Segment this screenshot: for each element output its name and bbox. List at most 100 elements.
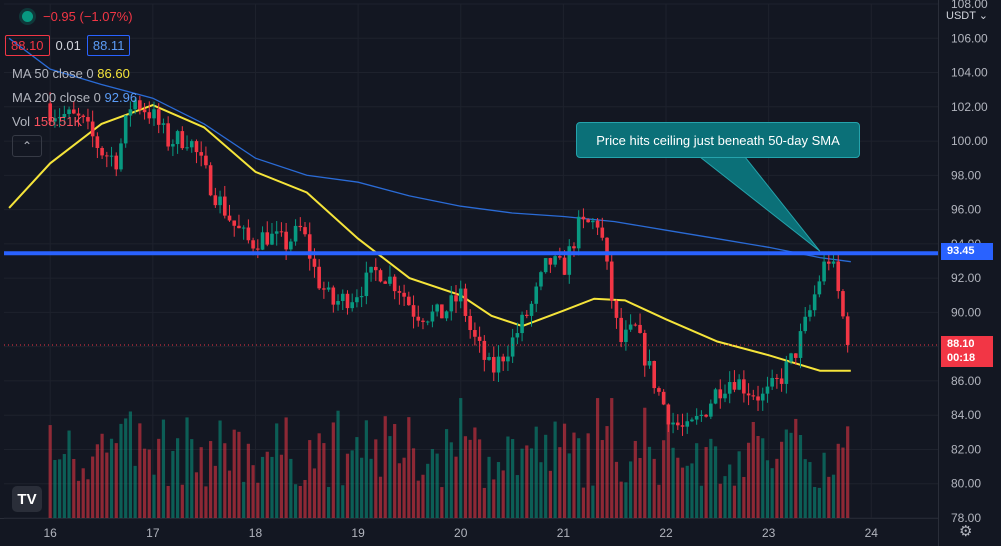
y-tick-label: 84.00 [951, 408, 981, 422]
x-tick-label: 17 [146, 526, 160, 540]
volume-bar [624, 482, 628, 518]
candle-body [723, 393, 727, 399]
volume-bar [676, 457, 680, 518]
currency-selector[interactable]: USDT ⌄ [946, 10, 989, 22]
candle-body [175, 131, 180, 145]
legend-volume[interactable]: Vol 158.51K [12, 114, 82, 129]
volume-bar [827, 476, 831, 518]
volume-bar [454, 456, 458, 518]
sma50-line [8, 104, 851, 372]
candle-body [727, 382, 732, 394]
candle-body [218, 196, 222, 206]
volume-bar [742, 476, 746, 518]
candle-body [227, 215, 232, 221]
gear-icon[interactable]: ⚙ [959, 523, 973, 540]
candle-body [435, 304, 439, 312]
candle-body [520, 314, 524, 334]
y-tick-label: 104.00 [951, 66, 988, 80]
sell-button[interactable]: 88.10 [5, 35, 50, 56]
candle-body [105, 155, 109, 157]
volume-bar [515, 475, 519, 518]
y-tick-label: 90.00 [951, 305, 981, 319]
candle-body [463, 288, 468, 316]
volume-bar [284, 417, 288, 518]
volume-bar [138, 423, 142, 518]
market-status-icon [22, 11, 33, 22]
candle-body [76, 113, 81, 116]
volume-bar [798, 434, 803, 518]
y-tick-label: 100.00 [951, 134, 988, 148]
volume-bar [709, 438, 713, 518]
volume-bar [610, 398, 614, 518]
tradingview-logo[interactable]: TV [12, 486, 42, 512]
y-tick-label: 96.00 [951, 203, 981, 217]
volume-bar [119, 423, 123, 518]
candle-body [709, 403, 713, 417]
candle-body [383, 281, 388, 284]
volume-bar [421, 474, 425, 518]
volume-bar [128, 411, 133, 518]
candle-body [48, 103, 52, 122]
candle-body [71, 109, 76, 114]
volume-bar [171, 450, 175, 518]
volume-bar [794, 418, 798, 518]
candle-body [199, 152, 203, 156]
candle-body [657, 388, 661, 392]
candle-body [161, 123, 166, 125]
legend-ma200[interactable]: MA 200 close 0 92.96 [12, 90, 137, 105]
volume-bar [364, 420, 368, 518]
volume-bar [846, 426, 850, 518]
volume-bar [836, 443, 840, 518]
candle-body [487, 357, 491, 360]
candle-body [836, 261, 841, 292]
candle-body [289, 241, 293, 250]
candle-body [317, 266, 321, 289]
quote-row: 88.10 0.01 88.11 [5, 35, 131, 56]
volume-bar [265, 451, 269, 518]
volume-bar [147, 449, 151, 518]
volume-bar [449, 442, 453, 518]
annotation-callout[interactable]: Price hits ceiling just beneath 50-day S… [576, 122, 860, 158]
candle-body [369, 266, 373, 273]
candle-body [119, 143, 123, 170]
candle-body [581, 216, 586, 220]
candle-body [232, 220, 237, 226]
candle-body [397, 291, 402, 293]
candle-body [572, 246, 576, 249]
candle-body [133, 100, 137, 110]
chevron-up-icon: ⌃ [21, 139, 33, 153]
candle-body [284, 231, 288, 250]
volume-bar [695, 443, 699, 518]
volume-bar [242, 481, 246, 518]
candle-body [194, 141, 199, 153]
buy-button[interactable]: 88.11 [86, 35, 131, 56]
candle-body [827, 261, 831, 264]
volume-bar [463, 436, 468, 518]
candle-body [336, 301, 340, 305]
volume-bar [166, 485, 170, 518]
candle-body [539, 272, 543, 287]
volume-bar [308, 440, 312, 518]
volume-bar [600, 440, 604, 518]
candle-body [57, 117, 62, 119]
volume-bar [478, 439, 482, 518]
volume-bar [544, 434, 548, 518]
candle-body [411, 305, 416, 317]
candle-body [477, 336, 482, 341]
candle-body [402, 292, 406, 297]
candle-body [430, 311, 435, 322]
y-tick-label: 86.00 [951, 374, 981, 388]
candle-body [265, 232, 270, 245]
volume-bar [175, 438, 180, 518]
legend-ma50[interactable]: MA 50 close 0 86.60 [12, 66, 130, 81]
candle-body [553, 256, 557, 265]
volume-bar [492, 479, 496, 518]
volume-bar [369, 458, 373, 518]
candle-body [737, 379, 741, 390]
volume-bar [529, 448, 534, 518]
candle-body [307, 234, 312, 259]
candle-body [718, 389, 723, 399]
candle-body [421, 320, 425, 322]
collapse-legend-button[interactable]: ⌃ [12, 135, 42, 157]
